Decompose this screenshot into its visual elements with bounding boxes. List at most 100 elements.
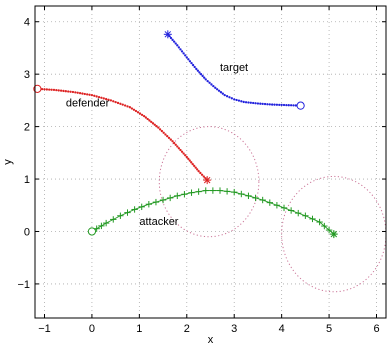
asterisk-stroke [164, 31, 172, 38]
trajectory-dot [130, 107, 134, 110]
trajectory-dot [150, 120, 153, 124]
annotation-defender: defender [66, 98, 110, 110]
plus-marker [174, 192, 181, 200]
trajectory-dot [95, 95, 98, 98]
plus-marker [110, 216, 117, 223]
x-tick-label: 5 [326, 323, 332, 335]
range-circle [158, 126, 260, 238]
y-axis-label: y [2, 159, 14, 165]
trajectory-dot [266, 103, 269, 106]
trajectory-dot [114, 100, 117, 104]
plus-marker [280, 204, 288, 212]
trajectory-dot [109, 99, 113, 102]
trajectory-dot [90, 93, 94, 97]
plus-marker [287, 207, 295, 214]
trajectory-dot [221, 92, 224, 95]
trajectory-dot [196, 69, 200, 72]
trajectory-dot [184, 54, 187, 57]
trajectory-dot [200, 173, 204, 176]
trajectory-dot [76, 91, 79, 94]
annotation-attacker: attacker [139, 216, 178, 228]
x-tick-label: 6 [373, 323, 379, 335]
trajectory-dot [172, 40, 176, 43]
trajectory-dot [179, 148, 182, 152]
x-tick-label: 0 [89, 323, 95, 335]
trajectory-dot [217, 89, 221, 92]
trajectory-dot [191, 63, 195, 67]
trajectory-dot [214, 86, 217, 89]
trajectory-dot [204, 78, 207, 81]
plus-marker [273, 202, 281, 209]
trajectory-dot [162, 131, 165, 134]
trajectory-dot [134, 109, 138, 113]
trajectory-dot [191, 162, 194, 166]
series-1 [33, 84, 212, 185]
trajectory-dot [184, 154, 187, 157]
trajectory-dot [146, 117, 149, 121]
plus-marker [223, 188, 231, 195]
trajectory-dot [185, 56, 188, 59]
plus-marker [202, 187, 209, 194]
trajectory-dot [187, 58, 190, 61]
plus-marker [216, 187, 224, 194]
trajectory-dot [93, 94, 96, 97]
asterisk-marker [163, 30, 172, 39]
plus-marker [259, 196, 266, 204]
x-tick-label: 1 [136, 323, 142, 335]
trajectory-dot [177, 46, 181, 49]
trajectory-dot [235, 98, 238, 102]
trajectory-dot [153, 123, 156, 126]
trajectory-dot [97, 95, 101, 99]
x-tick-label: −1 [38, 323, 51, 335]
trajectory-dot [292, 104, 295, 107]
trajectory-dot [240, 100, 243, 103]
trajectory-dot [294, 104, 298, 107]
trajectory-dot [174, 143, 177, 146]
plus-marker [98, 222, 105, 230]
plus-marker [102, 219, 110, 227]
plus-marker [124, 209, 131, 216]
trajectory-dot [282, 103, 286, 107]
plot-frame [34, 5, 387, 319]
trajectory-dot [52, 88, 56, 92]
trajectory-dot [164, 133, 167, 136]
trajectory-dot [198, 71, 201, 74]
trajectory-dot [249, 101, 252, 104]
trajectory-dot [261, 102, 264, 106]
asterisk-stroke [203, 176, 211, 184]
trajectory-dot [287, 104, 290, 107]
trajectory-dot [285, 103, 288, 107]
trajectory-dot [69, 90, 72, 93]
trajectory-dot [40, 88, 44, 91]
trajectory-dot [171, 140, 174, 143]
trajectory-dot [71, 90, 75, 94]
trajectory-dot [194, 166, 197, 169]
circle-marker [87, 227, 97, 236]
trajectory-dot [273, 103, 276, 106]
trajectory-dot [185, 155, 188, 159]
trajectory-dot [275, 103, 279, 106]
trajectory-dot [45, 88, 49, 91]
plus-marker [321, 222, 328, 230]
annotation-target: target [220, 62, 248, 74]
trajectory-dot [280, 103, 283, 107]
trajectory-dot [230, 97, 233, 100]
trajectory-dot [121, 103, 124, 106]
plus-marker [252, 194, 259, 202]
trajectory-dot [202, 175, 205, 178]
trajectory-dot [199, 73, 203, 76]
trajectory-dot [228, 96, 231, 99]
trajectory-dot [142, 114, 146, 118]
grid [35, 6, 386, 318]
trajectory-dot [59, 89, 63, 92]
plus-marker [159, 196, 167, 204]
trajectory-dot [112, 100, 115, 103]
trajectory-dot [140, 113, 144, 116]
plus-marker [188, 189, 195, 196]
trajectory-dot [116, 101, 120, 105]
trajectory-dot [64, 90, 67, 93]
trajectory-dot [78, 92, 82, 95]
x-tick-label: 3 [231, 323, 237, 335]
trajectory-dot [100, 96, 103, 99]
trajectory-dot [43, 88, 46, 91]
